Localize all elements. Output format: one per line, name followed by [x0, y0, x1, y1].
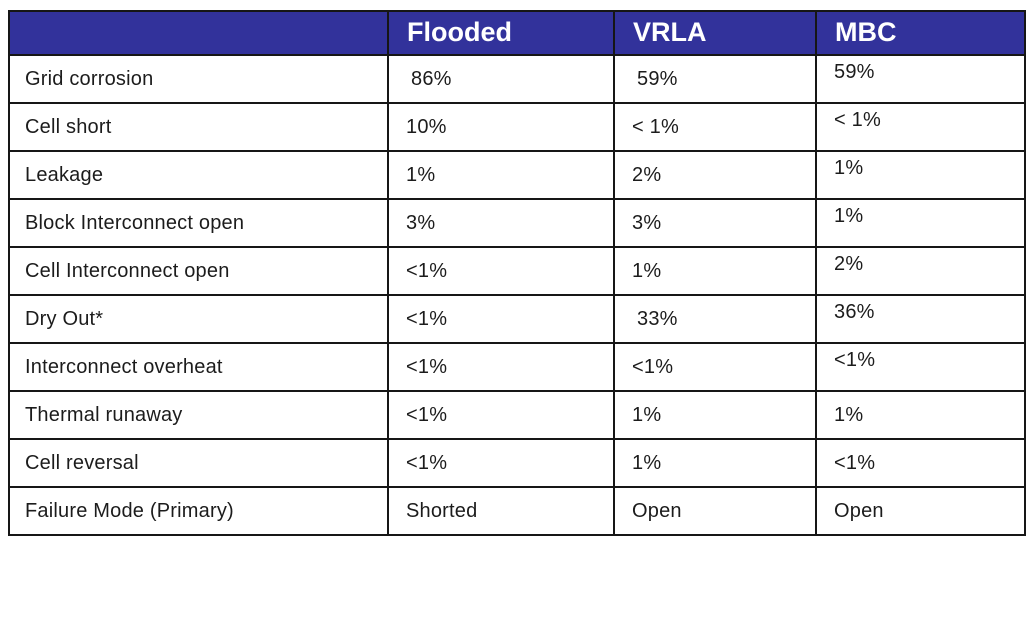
row-label-cell: Cell reversal: [8, 438, 389, 488]
value-cell-flooded: <1%: [387, 246, 615, 296]
value-cell-vrla: < 1%: [613, 102, 817, 152]
value-cell-vrla: <1%: [613, 342, 817, 392]
cell-text: 3%: [406, 211, 436, 234]
value-cell-vrla: Open: [613, 486, 817, 536]
table-row: Cell short 10% < 1% < 1%: [8, 102, 1026, 152]
value-cell-mbc: Open: [815, 486, 1026, 536]
cell-text: 1%: [834, 403, 864, 426]
failure-mode-table: Flooded VRLA MBC Grid corrosion 86% 59% 59%…: [8, 10, 1026, 536]
cell-text: <1%: [406, 451, 448, 474]
row-label-cell: Failure Mode (Primary): [8, 486, 389, 536]
table-row: Cell reversal <1% 1% <1%: [8, 438, 1026, 488]
row-label-cell: Interconnect overheat: [8, 342, 389, 392]
cell-text: <1%: [406, 355, 448, 378]
value-cell-mbc: 2%: [815, 246, 1026, 296]
value-cell-flooded: 10%: [387, 102, 615, 152]
value-cell-vrla: 1%: [613, 390, 817, 440]
value-cell-vrla: 1%: [613, 438, 817, 488]
cell-text: Grid corrosion: [25, 67, 154, 90]
cell-text: 36%: [834, 300, 875, 323]
value-cell-mbc: < 1%: [815, 102, 1026, 152]
cell-text: <1%: [406, 259, 448, 282]
cell-text: 1%: [834, 156, 864, 179]
value-cell-mbc: <1%: [815, 342, 1026, 392]
table-row: Thermal runaway <1% 1% 1%: [8, 390, 1026, 440]
table-row: Failure Mode (Primary) Shorted Open Open: [8, 486, 1026, 536]
cell-text: Cell Interconnect open: [25, 259, 230, 282]
column-header-flooded: Flooded: [387, 10, 615, 56]
value-cell-mbc: 1%: [815, 198, 1026, 248]
corner-header-cell: [8, 10, 389, 56]
cell-text: 59%: [637, 67, 678, 90]
table-header-row: Flooded VRLA MBC: [8, 10, 1026, 56]
cell-text: Cell reversal: [25, 451, 139, 474]
value-cell-flooded: 86%: [387, 54, 615, 104]
row-label-cell: Grid corrosion: [8, 54, 389, 104]
value-cell-flooded: Shorted: [387, 486, 615, 536]
value-cell-flooded: 3%: [387, 198, 615, 248]
cell-text: Cell short: [25, 115, 112, 138]
value-cell-vrla: 1%: [613, 246, 817, 296]
cell-text: 10%: [406, 115, 447, 138]
value-cell-flooded: <1%: [387, 294, 615, 344]
cell-text: <1%: [632, 355, 674, 378]
cell-text: 1%: [632, 259, 662, 282]
column-header-vrla: VRLA: [613, 10, 817, 56]
cell-text: 1%: [632, 451, 662, 474]
cell-text: Thermal runaway: [25, 403, 183, 426]
cell-text: Interconnect overheat: [25, 355, 223, 378]
value-cell-mbc: 36%: [815, 294, 1026, 344]
cell-text: Block Interconnect open: [25, 211, 245, 234]
cell-text: 1%: [632, 403, 662, 426]
cell-text: <1%: [834, 348, 876, 371]
row-label-cell: Block Interconnect open: [8, 198, 389, 248]
value-cell-flooded: <1%: [387, 438, 615, 488]
cell-text: 59%: [834, 60, 875, 83]
value-cell-mbc: 59%: [815, 54, 1026, 104]
value-cell-vrla: 3%: [613, 198, 817, 248]
value-cell-flooded: 1%: [387, 150, 615, 200]
table-row: Grid corrosion 86% 59% 59%: [8, 54, 1026, 104]
cell-text: 1%: [406, 163, 436, 186]
cell-text: < 1%: [834, 108, 881, 131]
table-row: Dry Out* <1% 33% 36%: [8, 294, 1026, 344]
cell-text: 1%: [834, 204, 864, 227]
value-cell-vrla: 59%: [613, 54, 817, 104]
table-row: Block Interconnect open 3% 3% 1%: [8, 198, 1026, 248]
cell-text: Leakage: [25, 163, 104, 186]
cell-text: Open: [834, 499, 884, 522]
value-cell-mbc: 1%: [815, 390, 1026, 440]
value-cell-mbc: <1%: [815, 438, 1026, 488]
cell-text: 2%: [834, 252, 864, 275]
cell-text: <1%: [406, 307, 448, 330]
value-cell-vrla: 33%: [613, 294, 817, 344]
row-label-cell: Thermal runaway: [8, 390, 389, 440]
table-row: Interconnect overheat <1% <1% <1%: [8, 342, 1026, 392]
row-label-cell: Leakage: [8, 150, 389, 200]
value-cell-flooded: <1%: [387, 390, 615, 440]
row-label-cell: Cell short: [8, 102, 389, 152]
column-header-mbc: MBC: [815, 10, 1026, 56]
cell-text: 86%: [411, 67, 452, 90]
value-cell-mbc: 1%: [815, 150, 1026, 200]
cell-text: <1%: [834, 451, 876, 474]
cell-text: Open: [632, 499, 682, 522]
value-cell-vrla: 2%: [613, 150, 817, 200]
cell-text: <1%: [406, 403, 448, 426]
table-body: Grid corrosion 86% 59% 59% Cell short 10% < 1%…: [8, 54, 1026, 536]
cell-text: 33%: [637, 307, 678, 330]
table-row: Leakage 1% 2% 1%: [8, 150, 1026, 200]
cell-text: Failure Mode (Primary): [25, 499, 234, 522]
row-label-cell: Dry Out*: [8, 294, 389, 344]
value-cell-flooded: <1%: [387, 342, 615, 392]
cell-text: Dry Out*: [25, 307, 104, 330]
cell-text: < 1%: [632, 115, 679, 138]
cell-text: 3%: [632, 211, 662, 234]
cell-text: Shorted: [406, 499, 478, 522]
table-row: Cell Interconnect open <1% 1% 2%: [8, 246, 1026, 296]
row-label-cell: Cell Interconnect open: [8, 246, 389, 296]
cell-text: 2%: [632, 163, 662, 186]
